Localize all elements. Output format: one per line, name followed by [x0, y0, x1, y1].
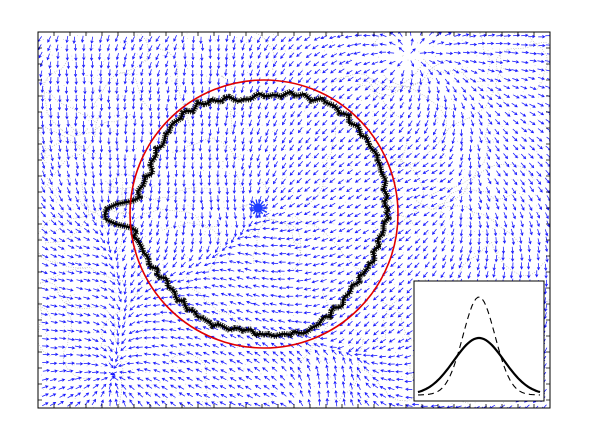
segmentation-contour — [101, 88, 392, 339]
inset-dashed-curve — [418, 296, 540, 396]
vector-field-arrows — [38, 32, 550, 408]
center-marker — [249, 199, 268, 218]
inset-solid-curve — [417, 336, 541, 394]
axis-ticks — [37, 31, 551, 408]
main-plot — [37, 31, 551, 409]
inset-plot — [413, 280, 545, 402]
reference-circle — [129, 79, 399, 349]
contour-line — [103, 90, 390, 338]
